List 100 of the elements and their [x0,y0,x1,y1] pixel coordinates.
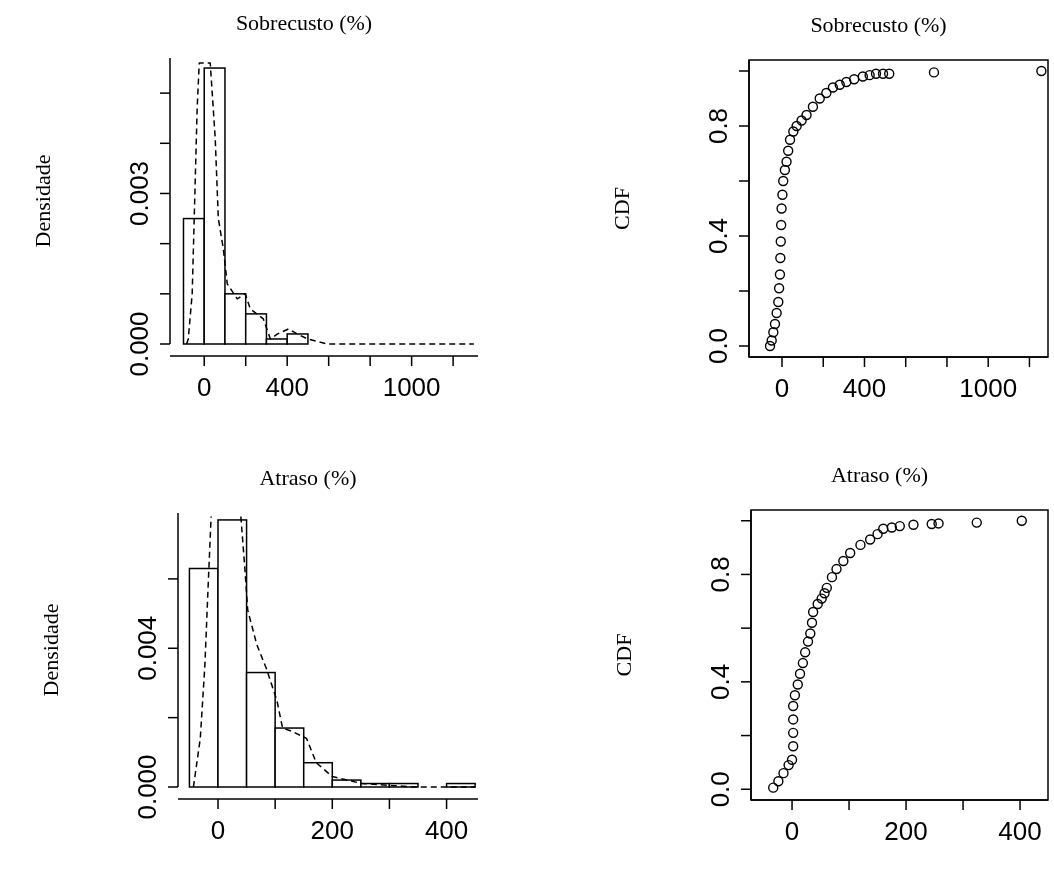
point [776,203,787,214]
y-axis-title: CDF [609,187,634,230]
y-tick-label: 0.000 [132,754,162,820]
point [831,563,842,575]
point [775,236,786,247]
x-tick-label: 0 [210,815,226,845]
y-axis-title: CDF [611,633,636,677]
point [806,617,818,628]
point [908,519,919,530]
point [789,690,801,701]
point [870,68,882,79]
point [821,582,833,594]
x-tick-label: 400 [842,373,887,403]
point [781,156,792,167]
point [844,547,856,559]
point [773,283,785,294]
point [778,767,789,779]
point [784,134,796,145]
x-tick-label: 1000 [382,372,441,402]
x-tick-label: 0 [774,373,790,403]
point [787,714,799,725]
point [864,534,876,545]
x-tick-label: 400 [424,815,469,845]
point [857,71,869,82]
y-tick-label: 0.0 [703,327,733,365]
point [768,782,779,793]
point [841,76,852,88]
point [838,555,849,567]
point [884,68,895,79]
point [814,93,825,104]
point [778,175,789,187]
point [807,606,819,618]
y-axis-title: Densidade [30,154,55,248]
x-tick-label: 200 [310,815,354,845]
point [872,528,883,540]
point [792,679,803,690]
y-tick-label: 0.4 [705,663,735,700]
point [769,318,781,330]
point [812,598,823,610]
x-tick-label: 400 [265,372,309,402]
point [805,628,816,639]
point [801,109,812,121]
point [855,539,866,551]
point [807,101,819,112]
point [786,754,798,765]
y-tick-label: 0.000 [124,311,154,377]
x-tick-label: 400 [998,816,1042,846]
point [773,296,784,308]
point [816,593,827,604]
x-tick-label: 1000 [959,373,1018,403]
y-tick-label: 0.003 [124,160,154,227]
point [928,67,940,78]
point [775,219,787,231]
point [787,727,799,739]
point [777,189,788,200]
point [799,647,811,658]
point [773,776,784,787]
point [797,657,809,669]
x-tick-label: 200 [884,816,928,846]
point [766,335,777,346]
point [878,523,889,534]
point [926,518,937,530]
point [779,164,791,176]
point [764,340,776,352]
point [771,307,782,319]
x-tick-label: 0 [784,816,800,846]
point [768,327,779,338]
point [775,252,786,264]
point [877,68,889,79]
point [848,74,860,85]
y-tick-label: 0.8 [705,556,735,593]
y-axis-title: Densidade [38,603,63,697]
point [787,700,799,712]
x-tick-label: 0 [196,372,212,402]
point [933,518,944,529]
point [802,636,814,647]
point [894,520,905,532]
point [796,115,807,126]
point [827,82,839,93]
y-tick-label: 0.004 [132,615,162,681]
point [834,79,845,90]
point [788,126,799,137]
point [794,668,806,679]
y-tick-label: 0.8 [703,107,733,145]
point [782,145,794,156]
point [864,69,875,81]
point [783,759,794,771]
point [1016,515,1027,526]
y-tick-label: 0.0 [705,771,735,808]
point [826,571,838,583]
point [971,517,982,528]
point [886,522,897,533]
point [787,741,799,752]
chart-title: Sobrecusto (%) [235,10,373,35]
chart-title: Atraso (%) [259,465,357,490]
point [791,120,802,132]
point [1036,65,1047,77]
line-series [185,62,475,345]
chart-title: Sobrecusto (%) [810,12,947,37]
point [819,588,830,599]
